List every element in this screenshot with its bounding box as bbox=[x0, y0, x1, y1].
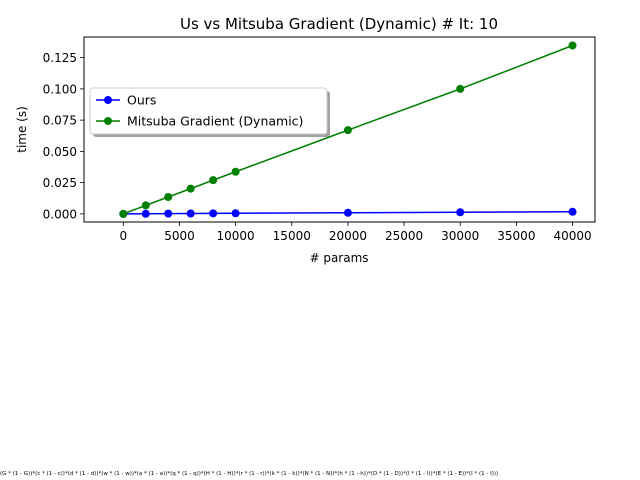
data-point-0 bbox=[343, 208, 352, 217]
data-point-1 bbox=[164, 193, 173, 201]
data-point-1 bbox=[231, 167, 240, 176]
y-tick-label: 0.000 bbox=[43, 207, 77, 221]
data-point-0 bbox=[456, 208, 465, 217]
y-tick-label: 0.075 bbox=[43, 114, 77, 128]
x-tick-label: 40000 bbox=[553, 229, 591, 243]
data-point-0 bbox=[231, 209, 240, 218]
data-point-0 bbox=[186, 209, 195, 218]
x-tick-label: 5000 bbox=[164, 229, 195, 243]
data-point-0 bbox=[568, 207, 577, 216]
x-axis-label: # params bbox=[309, 251, 368, 265]
legend-label-ours: Ours bbox=[127, 93, 156, 108]
footer-formula: (G * (1 - G))*(c * (1 - c))*(d * (1 - d)… bbox=[0, 471, 498, 477]
x-tick-label: 20000 bbox=[329, 229, 367, 243]
data-point-1 bbox=[119, 209, 128, 218]
y-tick-label: 0.125 bbox=[43, 51, 77, 65]
y-tick-label: 0.100 bbox=[43, 82, 77, 96]
legend-marker-ours bbox=[104, 96, 112, 104]
x-tick-label: 10000 bbox=[217, 229, 255, 243]
x-tick-label: 35000 bbox=[497, 229, 535, 243]
y-axis: 0.000 0.025 0.050 0.075 0.100 0.125 bbox=[43, 51, 84, 221]
data-point-0 bbox=[141, 209, 150, 218]
chart-title: Us vs Mitsuba Gradient (Dynamic) # It: 1… bbox=[180, 15, 498, 33]
x-tick-label: 25000 bbox=[385, 229, 423, 243]
data-point-0 bbox=[164, 209, 173, 218]
y-axis-label: time (s) bbox=[15, 106, 29, 153]
data-point-1 bbox=[568, 41, 577, 50]
data-point-0 bbox=[209, 209, 218, 218]
legend-box bbox=[89, 87, 328, 135]
x-tick-label: 15000 bbox=[273, 229, 311, 243]
data-point-1 bbox=[141, 201, 150, 210]
data-point-1 bbox=[209, 176, 218, 185]
y-tick-label: 0.025 bbox=[43, 176, 77, 190]
data-point-1 bbox=[456, 84, 465, 93]
legend-label-mitsuba: Mitsuba Gradient (Dynamic) bbox=[127, 114, 303, 129]
x-axis: 0 5000 10000 15000 20000 25000 30000 35000 40000 bbox=[119, 222, 592, 243]
data-point-1 bbox=[186, 184, 195, 193]
series-layer bbox=[119, 41, 577, 218]
data-point-1 bbox=[343, 126, 352, 135]
x-tick-label: 30000 bbox=[441, 229, 479, 243]
x-tick-label: 0 bbox=[119, 229, 127, 243]
legend: Ours Mitsuba Gradient (Dynamic) bbox=[89, 87, 330, 137]
legend-marker-mitsuba bbox=[104, 117, 112, 125]
y-tick-label: 0.050 bbox=[43, 145, 77, 159]
